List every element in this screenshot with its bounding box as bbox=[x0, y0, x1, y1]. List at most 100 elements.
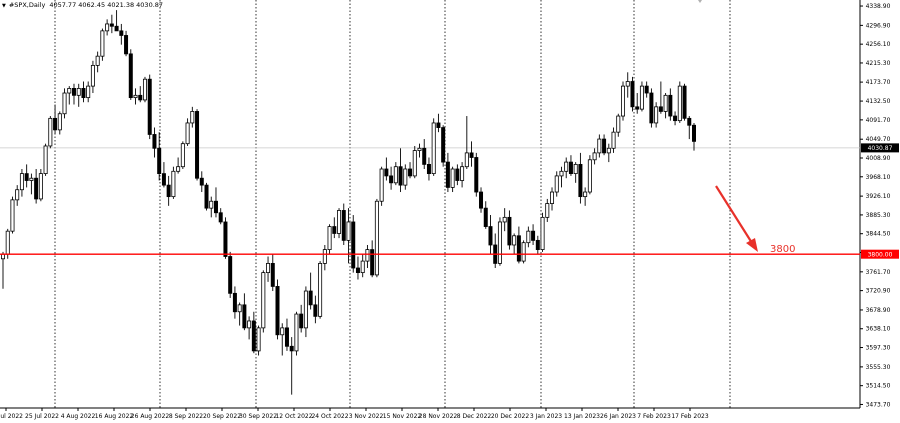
current-price-tag-text: 4030.87 bbox=[868, 145, 893, 152]
candle-body-bear bbox=[289, 345, 294, 352]
candle-body-bull bbox=[190, 111, 195, 124]
candle bbox=[550, 187, 555, 211]
candle bbox=[564, 157, 569, 179]
chart-header: ▼ #SPX,Daily 4057.77 4062.45 4021.38 4030.… bbox=[2, 1, 163, 9]
candle bbox=[76, 83, 81, 107]
collapse-triangle-icon[interactable]: ▼ bbox=[2, 3, 6, 9]
candle-body-bull bbox=[209, 200, 214, 209]
candle-body-bull bbox=[502, 216, 507, 223]
candle bbox=[100, 28, 105, 61]
candle bbox=[199, 171, 204, 193]
candle-body-bear bbox=[24, 173, 29, 181]
candle bbox=[426, 157, 431, 181]
candle bbox=[256, 325, 261, 356]
candle-body-bull bbox=[346, 221, 351, 241]
candle-body-bull bbox=[592, 152, 597, 161]
candle-body-bull bbox=[521, 242, 526, 262]
candle bbox=[587, 155, 592, 195]
candle bbox=[526, 226, 531, 248]
candle bbox=[389, 166, 394, 190]
y-tick-label: 3597.30 bbox=[866, 345, 891, 352]
candle-body-bull bbox=[5, 230, 10, 255]
candle bbox=[450, 166, 455, 193]
y-tick-label: 4338.90 bbox=[866, 3, 891, 10]
candle-body-bear bbox=[682, 85, 687, 119]
candle-body-bull bbox=[266, 263, 271, 274]
candle-body-bull bbox=[247, 320, 252, 329]
candle bbox=[583, 187, 588, 206]
y-tick-label: 3968.10 bbox=[866, 174, 891, 181]
candle bbox=[228, 251, 233, 298]
candle-body-bear bbox=[488, 226, 493, 246]
candle-body-bear bbox=[34, 177, 39, 200]
candle bbox=[431, 118, 436, 176]
candle bbox=[62, 88, 67, 119]
candle bbox=[0, 251, 6, 289]
candle-body-bear bbox=[195, 111, 200, 179]
candle-body-bear bbox=[218, 212, 223, 223]
candle bbox=[365, 244, 370, 269]
x-tick-label: 28 Nov 2022 bbox=[419, 413, 458, 420]
candle bbox=[67, 86, 72, 105]
candle bbox=[488, 215, 493, 255]
candle bbox=[597, 134, 602, 158]
candle-body-bull bbox=[677, 85, 682, 122]
y-tick-label: 4049.70 bbox=[866, 136, 891, 143]
candle bbox=[616, 113, 621, 137]
candle bbox=[142, 76, 147, 103]
candle-body-bear bbox=[445, 161, 450, 188]
candle-body-bear bbox=[474, 157, 479, 193]
candle-body-bear bbox=[389, 175, 394, 184]
candle bbox=[625, 72, 630, 98]
candle-body-bull bbox=[460, 166, 465, 181]
candle-body-bull bbox=[663, 94, 668, 112]
candle-body-bull bbox=[379, 168, 384, 202]
candle bbox=[313, 295, 318, 324]
candle-body-bull bbox=[621, 85, 626, 117]
candle-body-bull bbox=[90, 64, 95, 87]
candle bbox=[469, 141, 474, 167]
candle-body-bull bbox=[185, 122, 190, 145]
candle-body-bull bbox=[559, 170, 564, 177]
candle-body-bull bbox=[38, 173, 43, 200]
candle bbox=[266, 256, 271, 282]
candle bbox=[379, 166, 384, 206]
candle-body-bear bbox=[124, 35, 129, 55]
candle bbox=[128, 49, 133, 100]
candle bbox=[209, 196, 214, 218]
candle bbox=[384, 157, 389, 181]
candle-body-bear bbox=[81, 88, 86, 99]
candle-body-bull bbox=[597, 138, 602, 154]
x-tick-label: 20 Dec 2022 bbox=[491, 413, 530, 420]
candle bbox=[621, 81, 626, 121]
candle bbox=[531, 224, 536, 245]
candle-body-bull bbox=[48, 117, 53, 147]
candle-body-bear bbox=[284, 327, 289, 347]
candle bbox=[337, 208, 342, 239]
candle bbox=[280, 323, 285, 356]
candle-body-bear bbox=[223, 221, 228, 257]
x-tick-label: 4 Aug 2022 bbox=[61, 413, 96, 420]
y-tick-label: 3926.10 bbox=[866, 193, 891, 200]
candle bbox=[147, 74, 152, 140]
candle-body-bear bbox=[213, 200, 218, 214]
candle-body-bear bbox=[441, 127, 446, 163]
candle bbox=[692, 122, 697, 151]
x-tick-label: 8 Dec 2022 bbox=[457, 413, 492, 420]
candle-body-bear bbox=[479, 191, 484, 209]
y-tick-label: 4008.90 bbox=[866, 155, 891, 162]
candle-body-bull bbox=[327, 226, 332, 250]
candle bbox=[81, 81, 86, 103]
candle bbox=[521, 240, 526, 264]
candle bbox=[668, 88, 673, 121]
y-tick-label: 3720.90 bbox=[866, 288, 891, 295]
y-tick-label: 4256.10 bbox=[866, 41, 891, 48]
x-tick-label: 8 Sep 2022 bbox=[169, 413, 203, 420]
candle-body-bull bbox=[497, 221, 502, 264]
candle bbox=[270, 254, 275, 292]
candle bbox=[71, 83, 76, 105]
candle-body-bull bbox=[573, 163, 578, 175]
x-tick-label: 17 Feb 2023 bbox=[671, 413, 709, 420]
x-tick-label: 26 Jan 2023 bbox=[600, 413, 636, 420]
